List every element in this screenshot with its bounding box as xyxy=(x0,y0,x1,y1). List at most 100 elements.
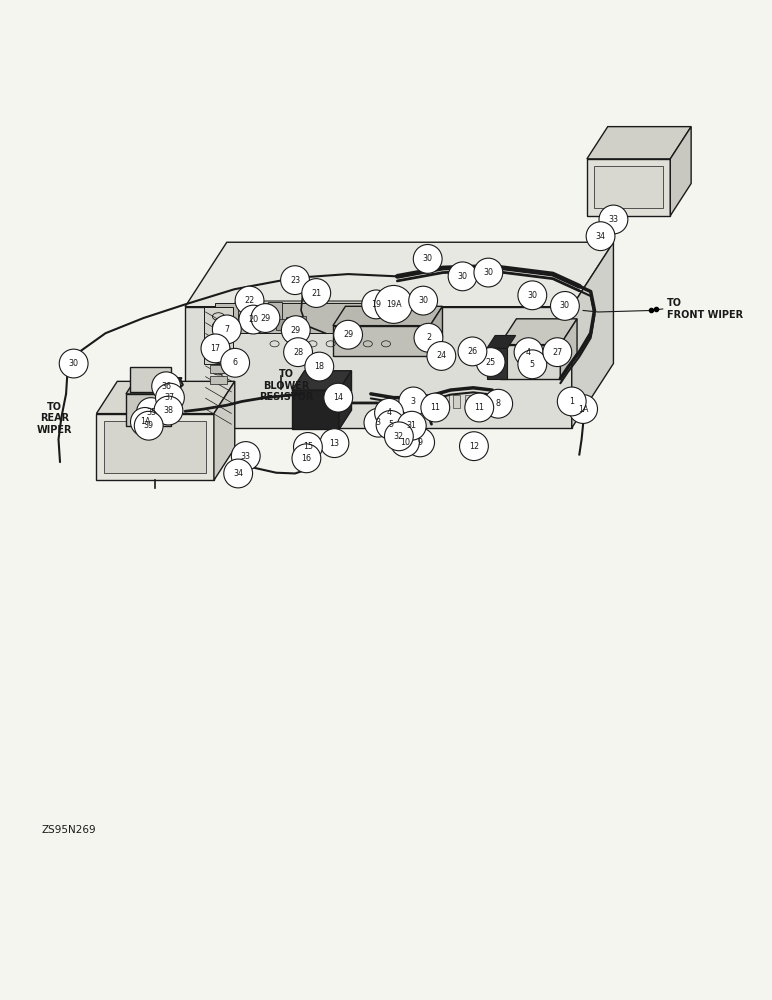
Text: 29: 29 xyxy=(291,326,301,335)
Text: 35: 35 xyxy=(146,408,156,417)
Polygon shape xyxy=(96,414,214,480)
Polygon shape xyxy=(670,127,691,216)
Polygon shape xyxy=(126,378,182,394)
Text: 12: 12 xyxy=(469,442,479,451)
Text: 34: 34 xyxy=(595,232,605,241)
Polygon shape xyxy=(210,376,227,384)
Circle shape xyxy=(449,262,477,291)
Circle shape xyxy=(201,334,230,363)
Text: 28: 28 xyxy=(293,348,303,357)
Text: 30: 30 xyxy=(560,301,570,310)
Polygon shape xyxy=(269,302,282,321)
Circle shape xyxy=(362,290,391,319)
Polygon shape xyxy=(185,307,572,428)
Text: 39: 39 xyxy=(144,421,154,430)
Polygon shape xyxy=(418,395,425,408)
Polygon shape xyxy=(210,365,227,373)
Circle shape xyxy=(224,459,252,488)
Polygon shape xyxy=(333,306,442,326)
Text: 11: 11 xyxy=(474,403,484,412)
Circle shape xyxy=(459,432,489,461)
Text: 26: 26 xyxy=(467,347,478,356)
Circle shape xyxy=(137,398,165,426)
Polygon shape xyxy=(487,335,516,348)
Polygon shape xyxy=(572,242,614,428)
Polygon shape xyxy=(339,371,351,429)
Polygon shape xyxy=(487,348,507,379)
Circle shape xyxy=(59,349,88,378)
Circle shape xyxy=(305,352,334,381)
Text: TO
FRONT WIPER: TO FRONT WIPER xyxy=(666,298,743,320)
Circle shape xyxy=(221,348,249,377)
Text: 11: 11 xyxy=(430,403,440,412)
Text: 4: 4 xyxy=(526,348,531,357)
Text: 7: 7 xyxy=(224,325,229,334)
Polygon shape xyxy=(465,395,472,408)
Circle shape xyxy=(232,442,260,470)
Circle shape xyxy=(251,304,280,332)
Polygon shape xyxy=(430,306,442,356)
Text: 32: 32 xyxy=(394,432,404,441)
Circle shape xyxy=(302,279,330,307)
Text: 33: 33 xyxy=(608,215,618,224)
Circle shape xyxy=(518,281,547,310)
Circle shape xyxy=(130,408,159,436)
Polygon shape xyxy=(296,316,306,327)
Circle shape xyxy=(391,428,419,457)
Text: 4: 4 xyxy=(387,408,391,417)
Text: 30: 30 xyxy=(423,254,432,263)
Polygon shape xyxy=(499,345,560,379)
Circle shape xyxy=(398,411,426,440)
Circle shape xyxy=(374,285,412,323)
Circle shape xyxy=(406,428,435,457)
Text: 8: 8 xyxy=(496,399,501,408)
Circle shape xyxy=(293,433,323,461)
Circle shape xyxy=(514,338,543,367)
Circle shape xyxy=(364,408,393,437)
Circle shape xyxy=(320,429,349,458)
Circle shape xyxy=(427,342,455,370)
Text: 3: 3 xyxy=(411,397,416,406)
Text: 3: 3 xyxy=(376,418,381,427)
Circle shape xyxy=(599,205,628,234)
Text: 6: 6 xyxy=(232,358,238,367)
Circle shape xyxy=(384,422,413,451)
Polygon shape xyxy=(292,371,351,390)
Circle shape xyxy=(550,292,579,320)
Text: 34: 34 xyxy=(233,469,243,478)
Circle shape xyxy=(543,338,572,367)
Circle shape xyxy=(414,323,443,352)
Text: 5: 5 xyxy=(530,360,535,369)
Circle shape xyxy=(374,398,404,427)
Polygon shape xyxy=(215,303,416,333)
Polygon shape xyxy=(587,159,670,216)
Circle shape xyxy=(465,393,493,422)
Circle shape xyxy=(134,411,163,440)
Text: 33: 33 xyxy=(241,452,251,461)
Text: 22: 22 xyxy=(245,296,255,305)
Polygon shape xyxy=(185,242,614,307)
Circle shape xyxy=(376,411,405,439)
Text: 29: 29 xyxy=(343,330,354,339)
Text: 21: 21 xyxy=(311,289,321,298)
Circle shape xyxy=(292,444,321,473)
Circle shape xyxy=(323,383,353,412)
Polygon shape xyxy=(333,326,430,356)
Text: 9: 9 xyxy=(418,438,423,447)
Circle shape xyxy=(413,245,442,273)
Text: 19A: 19A xyxy=(386,300,401,309)
Text: 36: 36 xyxy=(161,382,171,391)
Circle shape xyxy=(557,387,586,416)
Text: 29: 29 xyxy=(260,314,270,323)
Circle shape xyxy=(399,387,428,416)
Circle shape xyxy=(474,258,503,287)
Polygon shape xyxy=(452,395,460,408)
Circle shape xyxy=(458,337,487,366)
Polygon shape xyxy=(499,319,577,345)
Circle shape xyxy=(235,286,264,315)
Circle shape xyxy=(334,320,363,349)
Polygon shape xyxy=(276,319,285,330)
Polygon shape xyxy=(587,127,691,159)
Text: 30: 30 xyxy=(527,291,537,300)
Text: 30: 30 xyxy=(458,272,468,281)
